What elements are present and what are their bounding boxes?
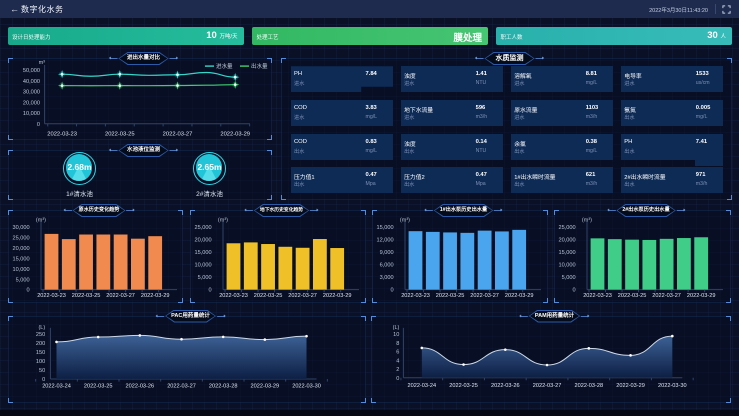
svg-text:10,000: 10,000 <box>12 267 29 273</box>
svg-text:出水量: 出水量 <box>251 62 268 70</box>
svg-text:15,000: 15,000 <box>558 250 575 256</box>
svg-text:0: 0 <box>42 377 45 383</box>
svg-text:m³: m³ <box>39 60 46 66</box>
svg-text:2022-03-29: 2022-03-29 <box>141 293 170 299</box>
svg-text:30,000: 30,000 <box>23 90 40 96</box>
svg-text:20,000: 20,000 <box>194 238 211 244</box>
svg-text:2022-03-24: 2022-03-24 <box>407 383 436 389</box>
svg-text:5,000: 5,000 <box>16 277 30 283</box>
svg-text:50: 50 <box>39 368 45 374</box>
svg-text:(m³): (m³) <box>218 218 228 224</box>
svg-text:2022-03-23: 2022-03-23 <box>583 293 612 299</box>
svg-text:10,000: 10,000 <box>194 263 211 269</box>
svg-text:2022-03-25: 2022-03-25 <box>105 131 135 137</box>
svg-text:10: 10 <box>393 332 399 338</box>
svg-text:25,000: 25,000 <box>558 225 575 231</box>
svg-text:(m³): (m³) <box>400 218 410 224</box>
svg-text:15,000: 15,000 <box>12 256 29 262</box>
svg-text:2022-03-29: 2022-03-29 <box>220 131 250 137</box>
svg-text:2022-03-25: 2022-03-25 <box>618 293 647 299</box>
svg-text:0: 0 <box>390 288 393 294</box>
svg-text:40,000: 40,000 <box>23 79 40 85</box>
svg-text:150: 150 <box>36 349 45 355</box>
svg-text:2022-03-25: 2022-03-25 <box>72 293 101 299</box>
svg-text:2022-03-29: 2022-03-29 <box>323 293 352 299</box>
svg-text:2022-03-25: 2022-03-25 <box>449 383 478 389</box>
svg-text:2022-03-29: 2022-03-29 <box>687 293 716 299</box>
svg-text:10,000: 10,000 <box>23 111 40 117</box>
svg-text:(m³): (m³) <box>582 218 592 224</box>
svg-text:20,000: 20,000 <box>12 246 29 252</box>
svg-text:2022-03-26: 2022-03-26 <box>491 383 520 389</box>
svg-text:10,000: 10,000 <box>558 263 575 269</box>
svg-text:2022-03-29: 2022-03-29 <box>505 293 534 299</box>
svg-text:2022-03-23: 2022-03-23 <box>37 293 66 299</box>
svg-text:2022-03-29: 2022-03-29 <box>251 383 280 389</box>
svg-text:30,000: 30,000 <box>12 225 29 231</box>
svg-text:20,000: 20,000 <box>558 238 575 244</box>
svg-text:0: 0 <box>208 288 211 294</box>
svg-text:25,000: 25,000 <box>12 236 29 242</box>
svg-text:2022-03-27: 2022-03-27 <box>163 131 193 137</box>
svg-text:9,000: 9,000 <box>380 250 394 256</box>
svg-text:4: 4 <box>396 358 399 364</box>
svg-text:0: 0 <box>572 288 575 294</box>
svg-text:15,000: 15,000 <box>194 250 211 256</box>
svg-text:0: 0 <box>37 122 40 128</box>
svg-text:0: 0 <box>396 375 399 381</box>
svg-text:2: 2 <box>396 367 399 373</box>
svg-text:2022-03-24: 2022-03-24 <box>42 383 71 389</box>
svg-text:8: 8 <box>396 340 399 346</box>
svg-text:(m³): (m³) <box>36 218 46 224</box>
svg-text:2022-03-30: 2022-03-30 <box>292 383 321 389</box>
svg-text:15,000: 15,000 <box>376 225 393 231</box>
svg-text:2022-03-27: 2022-03-27 <box>533 383 562 389</box>
svg-text:2022-03-27: 2022-03-27 <box>652 293 681 299</box>
svg-text:2022-03-27: 2022-03-27 <box>106 293 135 299</box>
svg-text:2022-03-23: 2022-03-23 <box>219 293 248 299</box>
svg-text:2022-03-25: 2022-03-25 <box>254 293 283 299</box>
svg-text:2022-03-23: 2022-03-23 <box>47 131 77 137</box>
svg-text:2022-03-27: 2022-03-27 <box>288 293 317 299</box>
svg-text:2022-03-27: 2022-03-27 <box>470 293 499 299</box>
svg-text:2022-03-29: 2022-03-29 <box>616 383 645 389</box>
svg-text:2022-03-28: 2022-03-28 <box>574 383 603 389</box>
svg-text:200: 200 <box>36 340 45 346</box>
svg-text:3,000: 3,000 <box>380 275 394 281</box>
svg-text:2022-03-30: 2022-03-30 <box>658 383 687 389</box>
svg-text:25,000: 25,000 <box>194 225 211 231</box>
svg-text:0: 0 <box>26 288 29 294</box>
svg-text:(L): (L) <box>38 324 45 330</box>
svg-text:5,000: 5,000 <box>562 275 576 281</box>
svg-text:2022-03-27: 2022-03-27 <box>167 383 196 389</box>
svg-text:6: 6 <box>396 349 399 355</box>
svg-text:2022-03-25: 2022-03-25 <box>84 383 113 389</box>
svg-text:100: 100 <box>36 359 45 365</box>
svg-text:2022-03-28: 2022-03-28 <box>209 383 238 389</box>
svg-text:250: 250 <box>36 331 45 337</box>
svg-text:(L): (L) <box>393 324 400 330</box>
svg-text:12,000: 12,000 <box>376 238 393 244</box>
svg-text:20,000: 20,000 <box>23 100 40 106</box>
svg-text:2022-03-26: 2022-03-26 <box>126 383 155 389</box>
svg-text:5,000: 5,000 <box>198 275 212 281</box>
svg-text:50,000: 50,000 <box>23 68 40 74</box>
svg-text:2022-03-25: 2022-03-25 <box>436 293 465 299</box>
svg-text:进水量: 进水量 <box>216 62 233 70</box>
svg-text:2022-03-23: 2022-03-23 <box>401 293 430 299</box>
svg-text:6,000: 6,000 <box>380 263 394 269</box>
